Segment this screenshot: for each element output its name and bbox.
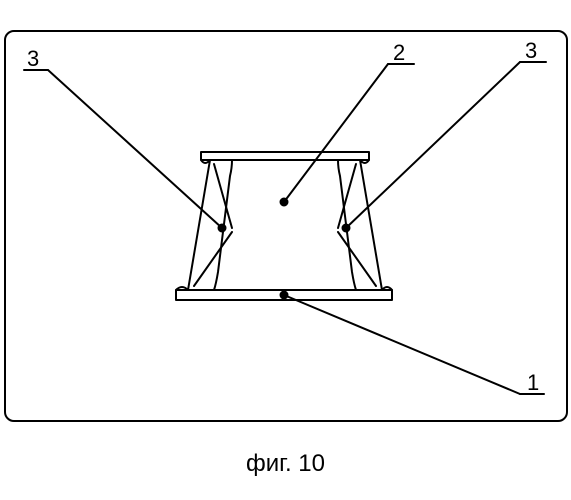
label-ref3-left: 3 [27, 46, 39, 72]
leader-ref1 [284, 295, 520, 394]
leader-ref3l [48, 70, 222, 228]
left-outer-web [188, 160, 210, 290]
label-ref1: 1 [527, 370, 539, 396]
technical-drawing [0, 0, 571, 500]
right-brace-lower [338, 232, 376, 286]
leader-ref2 [284, 64, 388, 202]
label-ref3-right: 3 [525, 38, 537, 64]
top-flange [201, 152, 369, 160]
left-brace-lower [194, 232, 232, 286]
leader-ref3r [346, 62, 520, 228]
left-brace-upper [214, 164, 232, 228]
figure-caption: фиг. 10 [0, 450, 571, 478]
right-brace-upper [338, 164, 356, 228]
right-outer-web [360, 160, 382, 290]
label-ref2: 2 [393, 40, 405, 66]
